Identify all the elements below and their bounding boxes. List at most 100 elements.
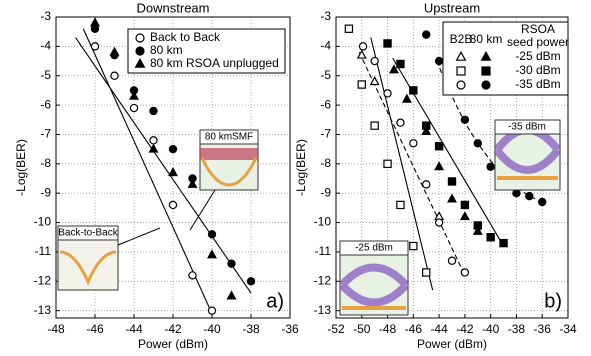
y-tick-label: -9 [320,185,331,199]
y-axis-label: -Log(BER) [14,139,28,196]
marker [539,198,546,205]
x-tick-label: -50 [353,322,371,336]
legend-title: seed power [507,35,569,49]
inset-25: -25 dBm [340,241,408,315]
y-tick-label: -7 [320,127,331,141]
x-tick-label: -48 [47,322,65,336]
x-tick-label: -34 [559,322,577,336]
marker [436,57,443,64]
marker [384,40,391,47]
y-tick-label: -12 [314,273,332,287]
marker [457,67,465,75]
marker [371,122,378,129]
x-axis-label: Power (dBm) [138,337,208,351]
y-tick-label: -3 [40,9,51,23]
marker [359,43,366,50]
x-tick-label: -48 [379,322,397,336]
panel-label: a) [266,290,284,312]
marker [474,222,481,229]
y-tick-label: -4 [320,39,331,53]
y-tick-label: -5 [320,68,331,82]
y-tick-label: -10 [314,215,332,229]
x-tick-label: -40 [203,322,221,336]
marker [423,31,430,38]
y-tick-label: -10 [34,215,52,229]
x-tick-label: -40 [482,322,500,336]
marker [397,119,404,126]
marker [513,190,520,197]
x-tick-label: -38 [242,322,260,336]
marker [150,107,157,114]
inset-label: -25 dBm [355,243,393,254]
marker [397,201,404,208]
x-tick-label: -46 [86,322,104,336]
inset-label: -35 dBm [508,122,546,133]
y-tick-label: -7 [40,127,51,141]
marker [189,272,196,279]
legend-row: -25 dBm [515,49,560,63]
figure: -52-50-48-46-44-42-40-38-36-34-3-4-5-6-7… [0,0,591,356]
y-axis-label: -Log(BER) [294,139,308,196]
y-tick-label: -6 [40,97,51,111]
y-tick-label: -11 [35,244,52,258]
legend-column: 80 km [470,32,503,46]
inset-b2b: Back-to-Back [58,226,119,290]
x-tick-label: -36 [281,322,299,336]
x-tick-label: -42 [456,322,474,336]
marker [247,278,254,285]
marker [448,178,455,185]
legend-row: -30 dBm [515,63,560,77]
marker [482,67,490,75]
marker [169,146,176,153]
marker [436,219,443,226]
marker [500,240,507,247]
y-tick-label: -13 [34,303,52,317]
marker [345,25,352,32]
marker [384,160,391,167]
x-tick-label: -44 [430,322,448,336]
marker [397,60,404,67]
marker [228,260,235,267]
marker [208,307,215,314]
legend-row: -35 dBm [515,77,560,91]
marker [526,193,533,200]
marker [461,116,468,123]
marker [130,104,137,111]
panel-label: b) [544,290,562,312]
x-tick-label: -44 [125,322,143,336]
y-tick-label: -4 [40,39,51,53]
inset-80km: 80 kmSMF [200,130,258,190]
marker [474,140,481,147]
marker [91,43,98,50]
y-tick-label: -5 [40,68,51,82]
marker [487,163,494,170]
x-tick-label: -38 [508,322,526,336]
marker [436,143,443,150]
marker [457,81,465,89]
legend-title: RSOA [521,22,555,36]
marker [461,269,468,276]
marker [482,81,490,89]
inset-label: 80 kmSMF [205,132,253,143]
marker [410,87,417,94]
marker [111,72,118,79]
x-tick-label: -36 [534,322,552,336]
marker [410,242,417,249]
y-tick-label: -3 [320,9,331,23]
marker [136,47,144,55]
y-tick-label: -13 [314,303,332,317]
x-tick-label: -46 [405,322,423,336]
y-tick-label: -6 [320,97,331,111]
marker [208,231,215,238]
legend-label: 80 km [150,43,183,57]
x-tick-label: -42 [164,322,182,336]
marker [487,234,494,241]
inset-35: -35 dBm [495,120,560,190]
x-axis-label: Power (dBm) [417,337,487,351]
marker [384,90,391,97]
y-tick-label: -9 [40,185,51,199]
inset-label: Back-to-Back [58,228,118,239]
y-tick-label: -8 [40,156,51,170]
y-tick-label: -8 [320,156,331,170]
marker [169,201,176,208]
